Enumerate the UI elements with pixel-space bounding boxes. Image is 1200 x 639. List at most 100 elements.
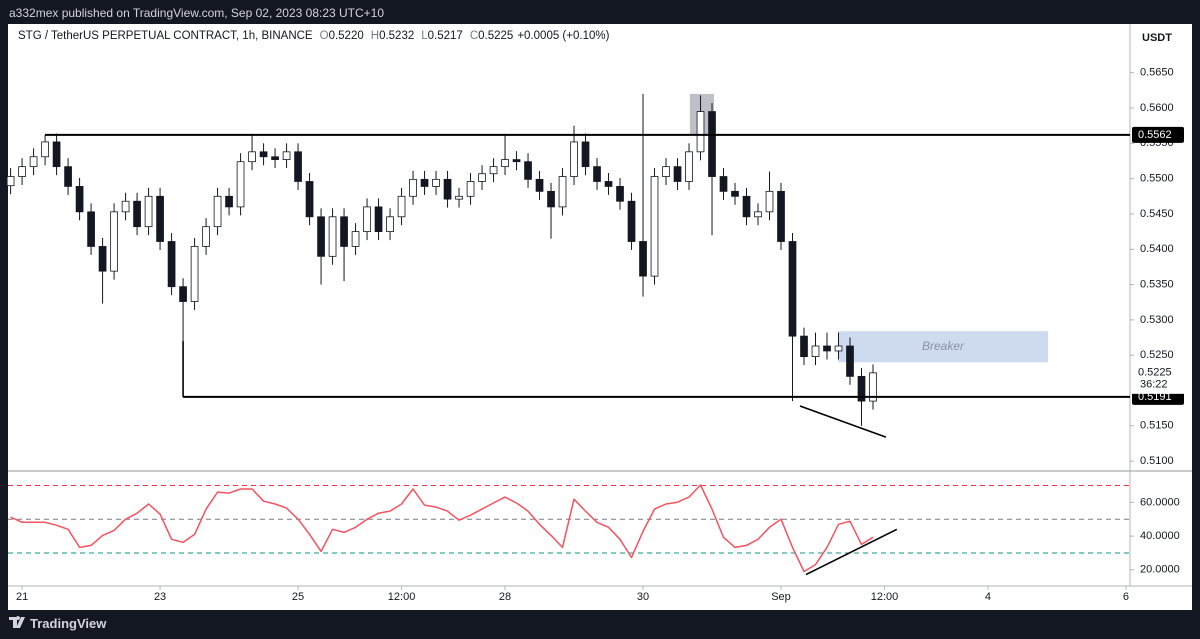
candle-body: [167, 241, 176, 288]
candle-body: [501, 159, 509, 168]
ohlc-key: O: [319, 30, 329, 42]
candle-body: [834, 345, 843, 352]
ohlc-key: L: [421, 30, 428, 42]
y-tick-label: 0.5450: [1140, 208, 1174, 220]
candle-body: [225, 195, 233, 208]
last-price-box: [1132, 364, 1184, 394]
candle-body: [18, 166, 26, 177]
ohlc-value: 0.5220: [328, 30, 364, 42]
y-tick-label: 0.5350: [1140, 278, 1174, 290]
candle-body: [248, 151, 256, 163]
y-tick-label: 0.5400: [1140, 243, 1174, 255]
candle-body: [75, 186, 84, 213]
symbol-title: STG / TetherUS PERPETUAL CONTRACT, 1h, B…: [18, 30, 313, 42]
candle-body: [685, 151, 693, 182]
candle-body: [397, 195, 406, 218]
publisher-note: a332mex published on TradingView.com, Se…: [9, 6, 385, 20]
trend-line: [799, 405, 887, 438]
candle-body: [547, 190, 555, 208]
trend-line: [805, 528, 898, 576]
zone: [837, 331, 1049, 363]
candle-body: [639, 241, 647, 277]
candle-body: [696, 111, 705, 153]
x-tick-label: 12:00: [388, 591, 416, 603]
candle-body: [708, 111, 716, 177]
candle-body: [213, 195, 222, 228]
rsi-line: [10, 484, 874, 573]
candle-body: [340, 216, 348, 247]
x-tick-label: 21: [16, 591, 28, 603]
candle-body: [466, 181, 475, 197]
ohlc-value: 0.5217: [427, 30, 463, 42]
candle-body: [351, 231, 360, 247]
candle-body: [443, 178, 452, 200]
candle-body: [524, 161, 532, 180]
candle-body: [294, 151, 302, 182]
candle-body: [328, 216, 337, 257]
ohlc-key: H: [370, 30, 380, 42]
candle-body: [765, 190, 774, 213]
brand-logo: [9, 616, 25, 628]
candle-body: [6, 176, 15, 187]
candle-body: [857, 375, 866, 402]
last-price-label: 0.5225: [1138, 367, 1172, 379]
symbol-header: STG / TetherUS PERPETUAL CONTRACT, 1h, B…: [18, 30, 609, 42]
candle-body: [144, 195, 153, 228]
y-tick-label: 0.5100: [1140, 455, 1174, 467]
y-tick-label: 0.5650: [1140, 67, 1174, 79]
candle-body: [742, 195, 751, 218]
candle-body: [731, 190, 739, 197]
candle-body: [719, 176, 728, 192]
candle-body: [64, 166, 72, 187]
y-tick-label: 0.5150: [1140, 420, 1174, 432]
candle-body: [202, 226, 210, 247]
price-pane: Breaker: [6, 93, 1130, 438]
candle-body: [489, 166, 498, 175]
candle-body: [374, 206, 383, 233]
candle-body: [190, 246, 199, 302]
brand: TradingView: [30, 616, 107, 631]
candle-body: [754, 211, 762, 218]
x-tick-label: 23: [154, 591, 166, 603]
candle-body: [535, 178, 544, 192]
y-tick-label: 0.5600: [1140, 102, 1174, 114]
candle-body: [420, 178, 429, 187]
candle-body: [133, 200, 141, 228]
candle-body: [455, 195, 463, 200]
candle-body: [558, 176, 567, 208]
candle-body: [363, 206, 371, 233]
currency: USDT: [1142, 32, 1172, 44]
candle-body: [259, 151, 268, 158]
x-tick-label: 4: [985, 591, 991, 603]
candle-body: [271, 156, 279, 160]
ohlc-value: 0.5232: [379, 30, 415, 42]
candle-body: [29, 156, 38, 168]
candle-body: [110, 211, 118, 272]
chart-background: [8, 24, 1192, 610]
level-label-box: [1132, 126, 1184, 143]
y-tick-label: 60.0000: [1140, 496, 1180, 508]
ohlc-key: C: [469, 30, 479, 42]
candle-body: [869, 372, 877, 402]
candle-body: [478, 173, 486, 182]
candle-body: [800, 335, 808, 358]
x-tick-label: 12:00: [871, 591, 899, 603]
candle-body: [305, 181, 314, 218]
y-tick-label: 40.0000: [1140, 530, 1180, 542]
candle-body: [236, 161, 245, 208]
candle-body: [593, 166, 601, 182]
candle-body: [156, 195, 164, 242]
countdown: 36:22: [1140, 379, 1168, 391]
candle-body: [788, 241, 797, 337]
candle-body: [386, 216, 394, 233]
candle-body: [98, 246, 107, 272]
candle-body: [282, 151, 291, 160]
candle-body: [604, 181, 613, 187]
candle-body: [41, 141, 49, 158]
candle-body: [811, 345, 820, 358]
candle-body: [87, 211, 95, 247]
y-tick-label: 0.5250: [1140, 349, 1174, 361]
ohlc-value: 0.5225: [478, 30, 514, 42]
